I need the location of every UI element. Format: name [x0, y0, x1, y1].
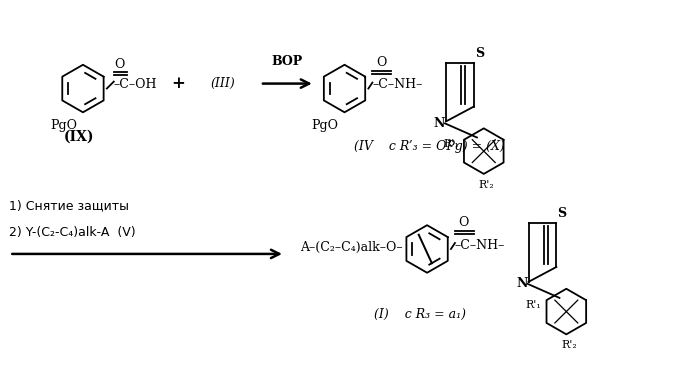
- Text: R'₁: R'₁: [443, 139, 459, 149]
- Text: 2) Y-(C₂-C₄)alk-A  (V): 2) Y-(C₂-C₄)alk-A (V): [9, 226, 136, 238]
- Text: O: O: [115, 58, 125, 71]
- Text: –C–NH–: –C–NH–: [455, 238, 505, 252]
- Text: (IX): (IX): [64, 130, 94, 144]
- Text: S: S: [557, 207, 566, 220]
- Text: BOP: BOP: [272, 55, 303, 68]
- Text: (III): (III): [210, 77, 235, 90]
- Text: S: S: [475, 47, 484, 60]
- Text: R'₂: R'₂: [479, 180, 495, 190]
- Text: N: N: [516, 277, 528, 290]
- Text: O: O: [459, 216, 469, 229]
- Text: (I)    c R₃ = a₁): (I) c R₃ = a₁): [375, 308, 466, 321]
- Text: A–(C₂–C₄)alk–O–: A–(C₂–C₄)alk–O–: [300, 240, 403, 254]
- Text: O: O: [376, 56, 387, 69]
- Text: 1) Снятие защиты: 1) Снятие защиты: [9, 199, 129, 212]
- Text: +: +: [171, 75, 185, 92]
- Text: PgO: PgO: [50, 119, 77, 132]
- Text: N: N: [433, 117, 445, 130]
- Text: R'₂: R'₂: [561, 340, 577, 350]
- Text: PgO: PgO: [312, 119, 338, 132]
- Text: (IV    c R’₃ = OPg) = (X): (IV c R’₃ = OPg) = (X): [354, 140, 505, 153]
- Text: R'₁: R'₁: [526, 300, 542, 310]
- Text: –C–OH: –C–OH: [114, 78, 157, 91]
- Text: –C–NH–: –C–NH–: [373, 78, 423, 91]
